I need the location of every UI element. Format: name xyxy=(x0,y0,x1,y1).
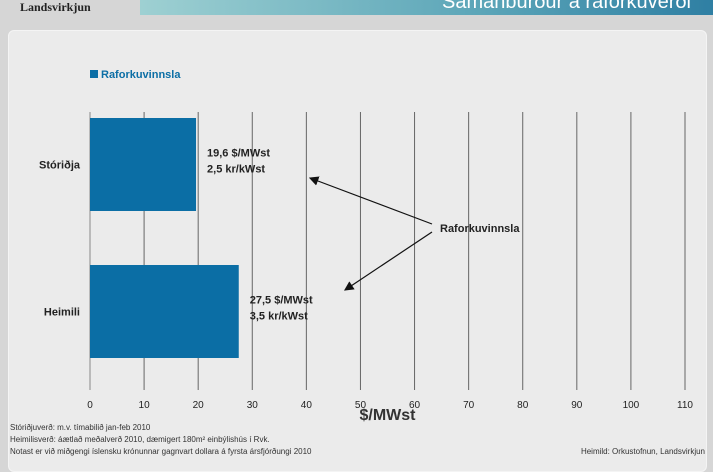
logo: Landsvirkjun xyxy=(20,0,91,14)
x-tick-label: 10 xyxy=(139,400,151,411)
annotation-label: Raforkuvinnsla xyxy=(440,223,520,235)
note-1: Stóriðjuverð: m.v. tímabilið jan-feb 201… xyxy=(10,423,151,432)
bar-chart: 0 10 20 30 40 50 60 70 80 90 100 110 $/MWst Raforkuvi… xyxy=(39,69,693,424)
annotation-arrow xyxy=(308,176,433,225)
x-tick-label: 30 xyxy=(247,400,259,411)
x-tick-label: 0 xyxy=(87,400,93,411)
data-label: 3,5 kr/kWst xyxy=(250,311,308,323)
note-2: Heimilisverð: áætlað meðalverð 2010, dæm… xyxy=(10,435,270,444)
note-3: Notast er við miðgengi íslensku krónunna… xyxy=(10,447,312,456)
legend-label: Raforkuvinnsla xyxy=(101,69,181,81)
x-tick-label: 20 xyxy=(193,400,205,411)
slide-title: Samanburður á raforkuverði xyxy=(441,0,691,13)
data-label: 2,5 kr/kWst xyxy=(207,164,265,176)
category-label: Stóriðja xyxy=(39,160,81,172)
x-axis-label: $/MWst xyxy=(360,407,417,424)
x-tick-label: 110 xyxy=(677,400,693,411)
x-tick-label: 60 xyxy=(409,400,421,411)
bar xyxy=(90,118,197,211)
x-tick-label: 40 xyxy=(301,400,313,411)
x-tick-label: 90 xyxy=(571,400,583,411)
data-label: 19,6 $/MWst xyxy=(207,148,270,160)
data-label: 27,5 $/MWst xyxy=(250,295,313,307)
source: Heimild: Orkustofnun, Landsvirkjun xyxy=(580,447,705,456)
annotation-arrow xyxy=(344,231,433,291)
x-tick-label: 50 xyxy=(355,400,367,411)
legend-swatch xyxy=(90,70,98,78)
x-tick-label: 80 xyxy=(517,400,529,411)
bar xyxy=(90,265,239,358)
chart-panel xyxy=(8,30,707,472)
x-tick-label: 70 xyxy=(463,400,475,411)
category-label: Heimili xyxy=(44,307,80,319)
title-bar: Samanburður á raforkuverði xyxy=(140,0,713,15)
x-tick-label: 100 xyxy=(623,400,640,411)
